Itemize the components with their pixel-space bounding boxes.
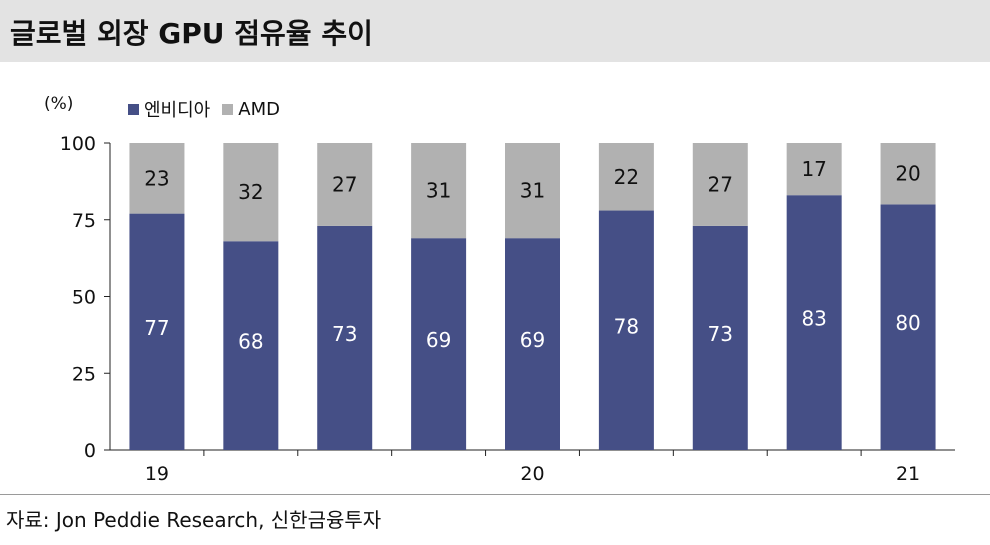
- bar-nvidia: [505, 238, 560, 450]
- bar-nvidia: [411, 238, 466, 450]
- y-tick-label: 25: [72, 363, 96, 385]
- x-category-label: 20: [520, 463, 544, 485]
- stacked-bar-chart: 0 25 50 75 100 77 23 19 68 32 73 27 69 31 69 31 20 78 22 73…: [0, 0, 990, 545]
- bar-nvidia: [129, 214, 184, 450]
- bar-amd: [693, 143, 748, 226]
- bar-amd: [129, 143, 184, 214]
- data-label-nvidia: 69: [520, 328, 545, 352]
- data-label-amd: 31: [520, 179, 545, 203]
- data-label-amd: 23: [144, 166, 169, 190]
- bar-nvidia: [317, 226, 372, 450]
- y-axis-unit: (%): [44, 94, 73, 114]
- source-divider: [0, 494, 990, 495]
- x-category-label: 21: [896, 463, 920, 485]
- data-label-nvidia: 73: [332, 322, 357, 346]
- bar-nvidia: [223, 241, 278, 450]
- bar-nvidia: [599, 211, 654, 450]
- legend-label-nvidia: 엔비디아: [144, 96, 210, 122]
- legend: 엔비디아 AMD: [128, 96, 292, 122]
- y-tick-label: 0: [84, 440, 96, 462]
- legend-item-nvidia: 엔비디아: [128, 96, 210, 122]
- bar-amd: [787, 143, 842, 195]
- data-label-nvidia: 68: [238, 330, 263, 354]
- data-label-amd: 31: [426, 179, 451, 203]
- legend-swatch-nvidia: [128, 104, 139, 115]
- data-label-nvidia: 78: [614, 314, 639, 338]
- data-label-nvidia: 83: [801, 307, 826, 331]
- data-label-amd: 20: [895, 162, 920, 186]
- data-label-amd: 17: [801, 157, 826, 181]
- legend-item-amd: AMD: [222, 99, 280, 120]
- data-label-nvidia: 77: [144, 316, 169, 340]
- bar-amd: [505, 143, 560, 238]
- data-label-nvidia: 80: [895, 311, 920, 335]
- source-note: 자료: Jon Peddie Research, 신한금융투자: [6, 504, 381, 533]
- y-tick-label: 50: [72, 287, 96, 309]
- y-tick-label: 75: [72, 210, 96, 232]
- bar-amd: [317, 143, 372, 226]
- data-label-amd: 32: [238, 180, 263, 204]
- data-label-amd: 27: [708, 172, 733, 196]
- bar-amd: [223, 143, 278, 241]
- bar-amd: [411, 143, 466, 238]
- chart-title: 글로벌 외장 GPU 점유율 추이: [10, 12, 373, 52]
- y-tick-label: 100: [60, 133, 96, 155]
- data-label-amd: 27: [332, 172, 357, 196]
- data-label-amd: 22: [614, 165, 639, 189]
- legend-swatch-amd: [222, 104, 233, 115]
- bar-nvidia: [787, 195, 842, 450]
- bar-nvidia: [693, 226, 748, 450]
- bar-nvidia: [881, 204, 936, 450]
- bar-amd: [599, 143, 654, 211]
- title-bar: 글로벌 외장 GPU 점유율 추이: [0, 0, 990, 62]
- data-label-nvidia: 73: [708, 322, 733, 346]
- legend-label-amd: AMD: [238, 99, 280, 120]
- bar-amd: [881, 143, 936, 204]
- data-label-nvidia: 69: [426, 328, 451, 352]
- x-category-label: 19: [145, 463, 169, 485]
